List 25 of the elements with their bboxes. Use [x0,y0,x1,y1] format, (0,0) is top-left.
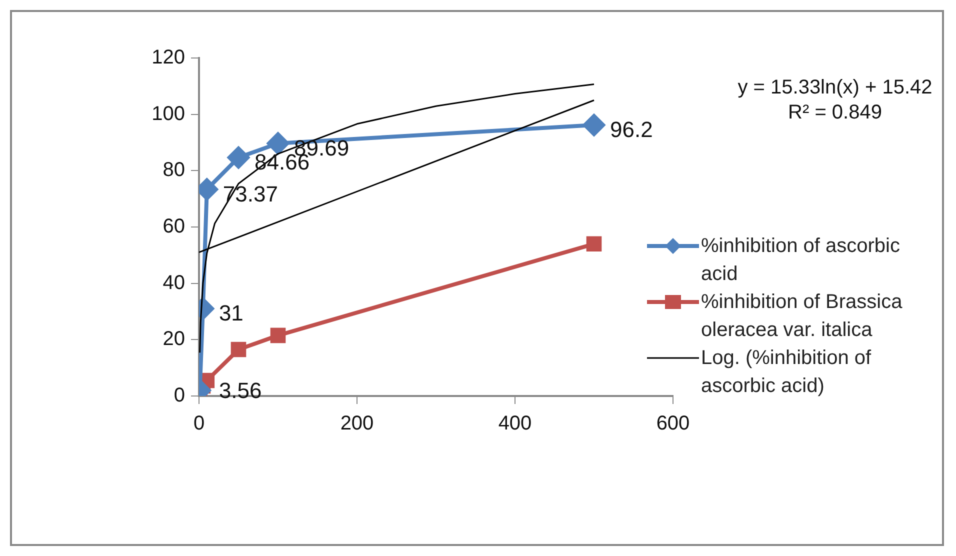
point [267,132,289,154]
text: R² = 0.849 [788,102,882,124]
legend-label: Log. (%inhibition of ascorbic acid) [701,346,872,399]
data-label: 96.2 [610,117,653,142]
x-tick-label: 400 [498,412,532,435]
text: y = 15.33ln(x) + 15.42 [738,76,932,99]
legend-label: %inhibition of Brassica oleracea var. italica [701,290,904,343]
data-label: 31 [218,300,244,326]
point [230,342,246,358]
y-tick-label: 40 [162,272,185,294]
point [586,236,602,252]
x-tick-label: 0 [193,412,205,435]
y-tick-label: 100 [152,102,185,125]
y-tick-label: 20 [162,328,185,350]
y-tick-label: 80 [162,159,185,182]
x-tick-label: 600 [656,412,690,435]
y-tick-label: 120 [152,46,185,69]
legend-label: %inhibition of ascorbic acid [701,234,901,287]
x-tick-label: 200 [340,412,374,435]
point [228,146,250,169]
y-tick-label: 60 [162,216,185,238]
point [583,114,605,136]
point [270,328,286,344]
data-label: 3.56 [218,378,262,404]
y-tick-label: 0 [174,384,185,407]
